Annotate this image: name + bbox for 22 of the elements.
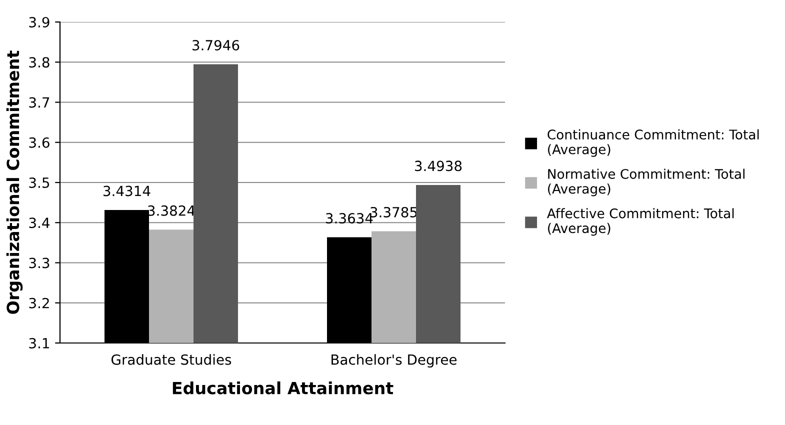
x-tick-label: Bachelor's Degree — [332, 354, 457, 368]
data-label: 3.4314 — [104, 186, 150, 196]
legend-label: Affective Commitment: Total (Average) — [546, 208, 734, 236]
x-axis-title: Educational Attainment — [172, 381, 394, 394]
y-tick-label: 3.3 — [29, 258, 50, 268]
y-tick-label: 3.7 — [29, 97, 50, 108]
data-label: 3.3634 — [326, 213, 373, 224]
y-axis-title: Organizational Commitment — [6, 50, 23, 314]
data-label: 3.4938 — [415, 160, 462, 172]
legend-label: Normative Commitment: Total (Average) — [548, 168, 744, 196]
y-tick-label: 3.1 — [29, 338, 49, 348]
y-tick-label: 3.5 — [29, 177, 50, 188]
legend-label: Continuance Commitment: Total (Average) — [548, 129, 759, 157]
x-tick-label: Graduate Studies — [112, 354, 232, 365]
y-tick-label: 3.4 — [29, 218, 50, 228]
data-label: 3.3824 — [148, 205, 195, 216]
y-tick-label: 3.8 — [29, 57, 50, 68]
data-label: 3.7946 — [192, 40, 240, 50]
y-tick-label: 3.9 — [29, 16, 50, 28]
y-tick-label: 3.2 — [29, 298, 49, 308]
y-tick-label: 3.6 — [29, 137, 50, 148]
data-label: 3.3785 — [370, 206, 417, 218]
